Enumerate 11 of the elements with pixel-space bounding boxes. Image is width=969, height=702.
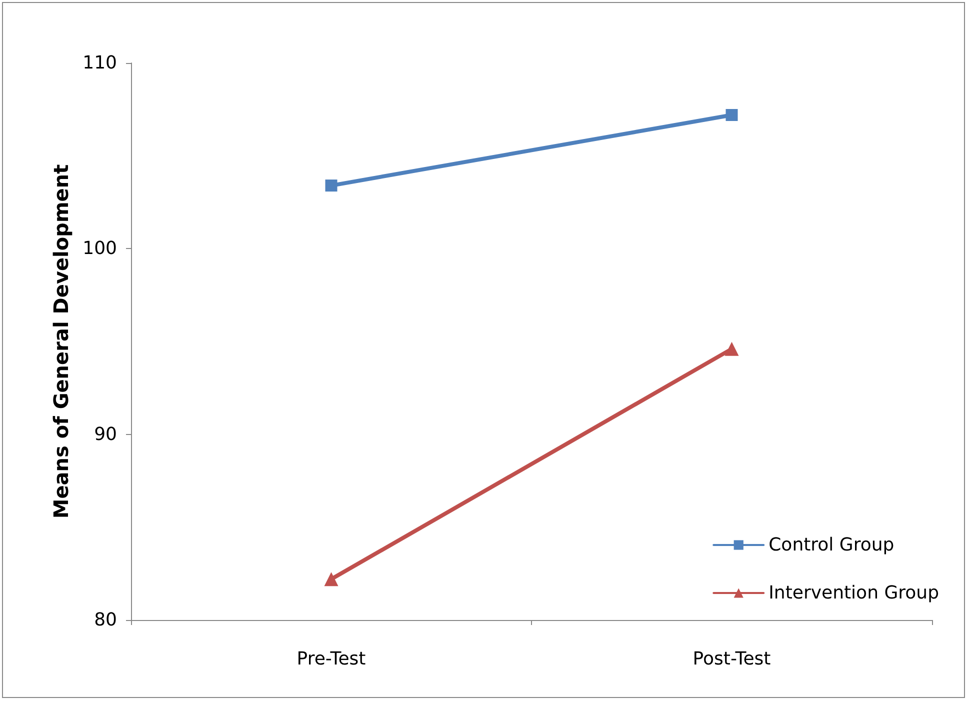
x-tick-label: Post-Test — [692, 648, 771, 670]
x-tick-label: Pre-Test — [296, 648, 366, 670]
legend-label: Control Group — [768, 534, 894, 556]
y-tick-label: 80 — [94, 610, 117, 630]
point — [325, 180, 338, 192]
point — [726, 108, 738, 121]
y-axis-title: Means of General Development — [49, 164, 73, 519]
legend-label: Intervention Group — [768, 582, 940, 604]
y-tick-label: 100 — [82, 238, 117, 260]
y-tick-label: 90 — [94, 424, 117, 445]
y-tick-label: 110 — [82, 52, 117, 74]
